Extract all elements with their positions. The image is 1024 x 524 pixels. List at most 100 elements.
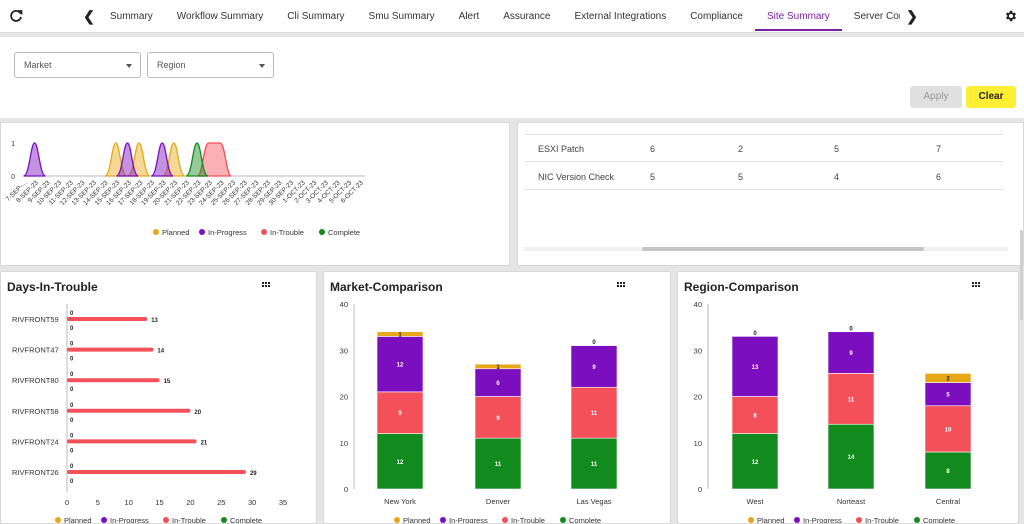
data-label: 14 (157, 349, 164, 355)
y-tick-label: RIVFRONT24 (12, 437, 59, 446)
tab-alert[interactable]: Alert (458, 11, 480, 22)
area-peak (185, 142, 209, 177)
region-select-label: Region (157, 60, 186, 70)
y-tick-label: 20 (694, 393, 702, 402)
y-tick-label: 1 (11, 141, 15, 148)
bar-segment (570, 345, 618, 388)
scrollbar-thumb[interactable] (642, 247, 924, 251)
bar-segment (376, 391, 424, 434)
table-row (524, 123, 1004, 135)
filter-panel: Market Region Apply Clear (0, 37, 1024, 118)
y-tick-label: RIVFRONT26 (12, 468, 59, 477)
x-tick-label: 15 (155, 498, 163, 507)
vertical-scrollbar[interactable] (1020, 230, 1023, 320)
data-label: 0 (70, 448, 74, 454)
data-label: 0 (70, 479, 74, 485)
region-select[interactable]: Region (147, 52, 274, 78)
legend-marker (101, 517, 107, 523)
legend-label: Planned (64, 516, 92, 524)
data-label: 9 (496, 416, 500, 422)
legend-label: Planned (403, 516, 431, 524)
compliance-table-panel: ESXI Patch 6 2 5 7 NIC Version Check 5 5… (517, 122, 1024, 266)
bar (67, 470, 246, 474)
table-cell: 5 (738, 172, 744, 182)
legend-marker (856, 517, 862, 523)
gear-icon[interactable] (1004, 9, 1018, 23)
scroll-tabs-right-icon[interactable]: ❯ (906, 8, 918, 24)
legend-marker (319, 229, 325, 235)
legend-marker (748, 517, 754, 523)
data-label: 21 (201, 440, 208, 446)
market-comparison-chart: 0 10 20 30 40 12 9 12 1 New York 11 9 6 1 Denver 11 11 9 0… (340, 300, 618, 524)
data-label: 5 (946, 393, 950, 399)
grid-menu-icon[interactable] (261, 281, 271, 291)
data-label: 0 (70, 464, 74, 470)
y-tick-label: RIVFRONT80 (12, 376, 59, 385)
tab-smu-summary[interactable]: Smu Summary (368, 11, 435, 22)
legend-marker (199, 229, 205, 235)
grid-menu-icon[interactable] (616, 281, 626, 291)
legend-marker (221, 517, 227, 523)
bar-segment (570, 437, 618, 490)
x-tick-label: New York (384, 497, 416, 506)
scroll-tabs-left-icon[interactable]: ❮ (83, 8, 95, 24)
legend-marker (153, 229, 159, 235)
table-cell-name: ESXI Patch (538, 144, 585, 154)
tab-summary[interactable]: Summary (110, 11, 153, 22)
x-tick-label: 0 (65, 498, 69, 507)
data-label: 0 (70, 418, 74, 424)
table-cell: 6 (650, 144, 656, 154)
bar-segment (731, 433, 779, 490)
bar-segment (731, 396, 779, 434)
tab-external-integrations[interactable]: External Integrations (574, 11, 667, 22)
data-label: 0 (849, 326, 853, 332)
table-row: NIC Version Check 5 5 4 6 (524, 162, 1004, 190)
horizontal-scrollbar[interactable] (524, 247, 1008, 251)
apply-button[interactable]: Apply (910, 86, 962, 108)
refresh-icon[interactable] (8, 8, 24, 24)
legend-label: In-Progress (803, 516, 842, 524)
table-cell: 5 (650, 172, 656, 182)
timeline-chart: 107-SEP-...8-SEP-239-SEP-2310-SEP-2311-S… (5, 141, 366, 237)
top-tab-bar: ❮ Summary Workflow Summary Cli Summary Smu … (0, 0, 1024, 33)
legend-marker (914, 517, 920, 523)
panel-title: Region-Comparison (684, 280, 799, 294)
clear-button[interactable]: Clear (966, 86, 1016, 108)
y-tick-label: 10 (340, 439, 348, 448)
legend-marker (794, 517, 800, 523)
bar-segment (827, 331, 875, 374)
data-label: 0 (753, 331, 757, 337)
bar (67, 347, 154, 352)
panel-title: Market-Comparison (330, 280, 443, 294)
x-tick-label: Las Vegas (576, 497, 611, 506)
legend-marker (560, 517, 566, 523)
bar (67, 439, 197, 444)
bar-segment (827, 373, 875, 425)
market-comparison-panel: Market-Comparison 0 10 20 30 40 12 9 12 1 New Yor… (323, 271, 671, 524)
tab-assurance[interactable]: Assurance (503, 11, 551, 22)
days-in-trouble-panel: Days-In-Trouble 0 5 10 15 20 25 30 35 RIVFRONT59… (0, 271, 317, 524)
data-label: 12 (397, 363, 404, 369)
bar-segment (924, 373, 972, 383)
grid-menu-icon[interactable] (971, 281, 981, 291)
legend-marker (502, 517, 508, 523)
tab-workflow-summary[interactable]: Workflow Summary (176, 11, 264, 22)
data-label: 11 (848, 397, 855, 403)
tab-cli-summary[interactable]: Cli Summary (287, 11, 345, 22)
data-label: 10 (945, 427, 952, 433)
days-in-trouble-chart: 0 5 10 15 20 25 30 35 RIVFRONT59 0 13 0 RIVFRONT47 0 1… (12, 304, 287, 524)
tab-site-summary[interactable]: Site Summary (755, 0, 842, 33)
legend-label: In-Trouble (270, 228, 304, 237)
data-label: 12 (752, 460, 759, 466)
tab-server-compl[interactable]: Server Compl (853, 11, 900, 22)
bar-segment (376, 331, 424, 337)
y-tick-label: 40 (694, 300, 702, 309)
market-select[interactable]: Market (14, 52, 141, 78)
tab-compliance[interactable]: Compliance (690, 11, 743, 22)
x-tick-label: 30 (248, 498, 256, 507)
x-tick-label: West (747, 497, 765, 506)
area-peak (116, 142, 139, 177)
data-label: 8 (753, 414, 757, 420)
region-comparison-panel: Region-Comparison 0 10 20 30 40 12 8 13 0 West 14 1… (677, 271, 1019, 524)
x-tick-label: 25 (217, 498, 225, 507)
